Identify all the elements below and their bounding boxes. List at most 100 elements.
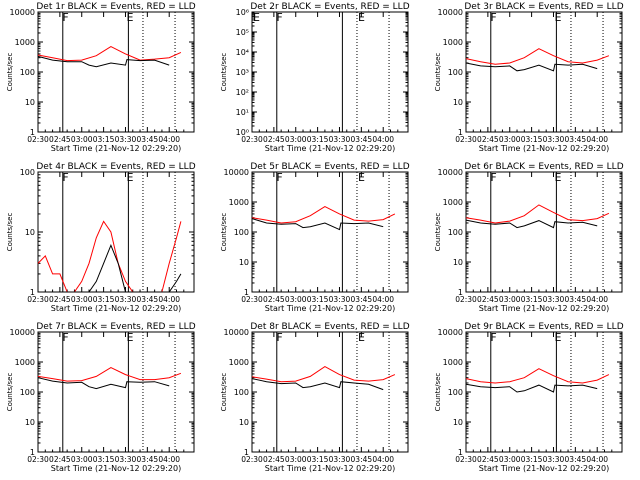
flag-label: E: [358, 171, 365, 184]
y-axis-label: Counts/sec: [6, 373, 14, 412]
y-tick-label: 10000: [224, 168, 249, 177]
chart-panel: Det 1r BLACK = Events, RED = LLD Counts/s…: [6, 2, 196, 153]
data-series-line: [37, 46, 182, 62]
flag-label: E: [554, 331, 561, 344]
x-tick-label: 04:00: [158, 135, 180, 144]
x-tick-label: 03:15: [307, 295, 329, 304]
y-tick-label: 10: [453, 418, 463, 427]
x-tick-label: 02:45: [477, 295, 499, 304]
x-tick-label: 02:30: [241, 295, 263, 304]
chart-title: Det 2r BLACK = Events, RED = LLD: [250, 2, 409, 12]
plot-frame: [465, 171, 623, 293]
x-tick-label: 03:15: [521, 135, 543, 144]
flag-label: E: [554, 171, 561, 184]
x-tick-label: 03:00: [499, 455, 521, 464]
y-tick-label: 100: [448, 228, 463, 237]
x-tick-label: 03:00: [499, 135, 521, 144]
x-tick-label: 04:00: [586, 135, 608, 144]
chart-title: Det 1r BLACK = Events, RED = LLD: [36, 2, 195, 12]
y-tick-label: 10⁵: [236, 28, 249, 37]
plot-frame: [251, 331, 409, 453]
x-tick-label: 02:45: [49, 295, 71, 304]
x-axis-label: Start Time (21-Nov-12 02:29:20): [51, 144, 181, 153]
x-tick-label: 02:30: [241, 455, 263, 464]
x-tick-label: 04:00: [586, 455, 608, 464]
y-axis-label: Counts/sec: [220, 373, 228, 412]
y-tick-label: 1000: [229, 358, 249, 367]
x-tick-label: 03:45: [137, 455, 159, 464]
chart-panel: Det 5r BLACK = Events, RED = LLD Counts/s…: [220, 162, 410, 313]
x-tick-label: 03:45: [565, 135, 587, 144]
x-tick-label: 03:00: [285, 135, 307, 144]
x-tick-label: 03:00: [499, 295, 521, 304]
x-tick-label: 03:45: [351, 455, 373, 464]
x-tick-label: 03:45: [137, 135, 159, 144]
chart-title: Det 7r BLACK = Events, RED = LLD: [36, 322, 195, 332]
flag-label: E: [358, 11, 365, 24]
y-axis-label: Counts/sec: [434, 53, 442, 92]
data-series-line: [465, 204, 610, 224]
x-tick-label: 02:45: [263, 295, 285, 304]
data-series-line: [251, 378, 384, 391]
x-tick-label: 03:30: [329, 455, 351, 464]
data-series-line: [37, 377, 170, 390]
x-tick-label: 03:45: [351, 295, 373, 304]
y-tick-label: 100: [234, 228, 249, 237]
data-series-line: [465, 48, 610, 65]
plot-frame: [37, 11, 195, 133]
y-tick-label: 10²: [236, 88, 249, 97]
flag-label: E: [253, 11, 260, 24]
flag-label: F: [62, 171, 68, 184]
x-tick-label: 03:30: [115, 135, 137, 144]
x-tick-label: 02:45: [49, 135, 71, 144]
x-tick-label: 03:45: [137, 295, 159, 304]
x-tick-label: 03:00: [285, 455, 307, 464]
plot-frame: [37, 171, 195, 293]
x-tick-label: 03:30: [329, 135, 351, 144]
y-tick-label: 10⁴: [236, 48, 249, 57]
y-tick-label: 10: [239, 418, 249, 427]
y-tick-label: 100: [448, 68, 463, 77]
x-tick-label: 03:30: [543, 135, 565, 144]
data-series-line: [251, 206, 396, 224]
chart-panel: Det 7r BLACK = Events, RED = LLD Counts/s…: [6, 322, 196, 473]
y-tick-label: 10000: [438, 8, 463, 17]
plot-frame: [251, 171, 409, 293]
y-axis-label: Counts/sec: [434, 213, 442, 252]
data-series-line: [465, 368, 610, 384]
x-tick-label: 04:00: [158, 455, 180, 464]
x-axis-label: Start Time (21-Nov-12 02:29:20): [265, 304, 395, 313]
y-tick-label: 1: [458, 288, 463, 297]
y-tick-label: 10³: [236, 68, 249, 77]
x-tick-label: 02:45: [263, 455, 285, 464]
y-tick-label: 1000: [229, 198, 249, 207]
x-tick-label: 03:30: [115, 295, 137, 304]
y-tick-label: 1: [458, 448, 463, 457]
data-series-line: [465, 383, 598, 393]
y-tick-label: 1000: [443, 358, 463, 367]
y-tick-label: 1: [30, 288, 35, 297]
flag-label: E: [554, 11, 561, 24]
x-tick-label: 04:00: [586, 295, 608, 304]
flag-label: F: [62, 11, 68, 24]
chart-title: Det 5r BLACK = Events, RED = LLD: [250, 162, 409, 172]
chart-title: Det 6r BLACK = Events, RED = LLD: [464, 162, 623, 172]
x-tick-label: 03:30: [543, 295, 565, 304]
y-tick-label: 10: [25, 418, 35, 427]
x-axis-label: Start Time (21-Nov-12 02:29:20): [479, 144, 609, 153]
y-tick-label: 1000: [15, 358, 35, 367]
flag-label: F: [490, 171, 496, 184]
y-tick-label: 10: [25, 98, 35, 107]
x-axis-label: Start Time (21-Nov-12 02:29:20): [479, 304, 609, 313]
data-series-line: [37, 220, 182, 293]
chart-panel: Det 6r BLACK = Events, RED = LLD Counts/s…: [434, 162, 624, 313]
y-tick-label: 1: [458, 128, 463, 137]
chart-panel: Det 3r BLACK = Events, RED = LLD Counts/s…: [434, 2, 624, 153]
x-tick-label: 03:15: [93, 455, 115, 464]
y-tick-label: 10¹: [236, 108, 249, 117]
x-tick-label: 02:30: [27, 455, 49, 464]
x-tick-label: 02:30: [27, 135, 49, 144]
y-tick-label: 10: [453, 98, 463, 107]
y-tick-label: 10⁰: [236, 128, 249, 137]
